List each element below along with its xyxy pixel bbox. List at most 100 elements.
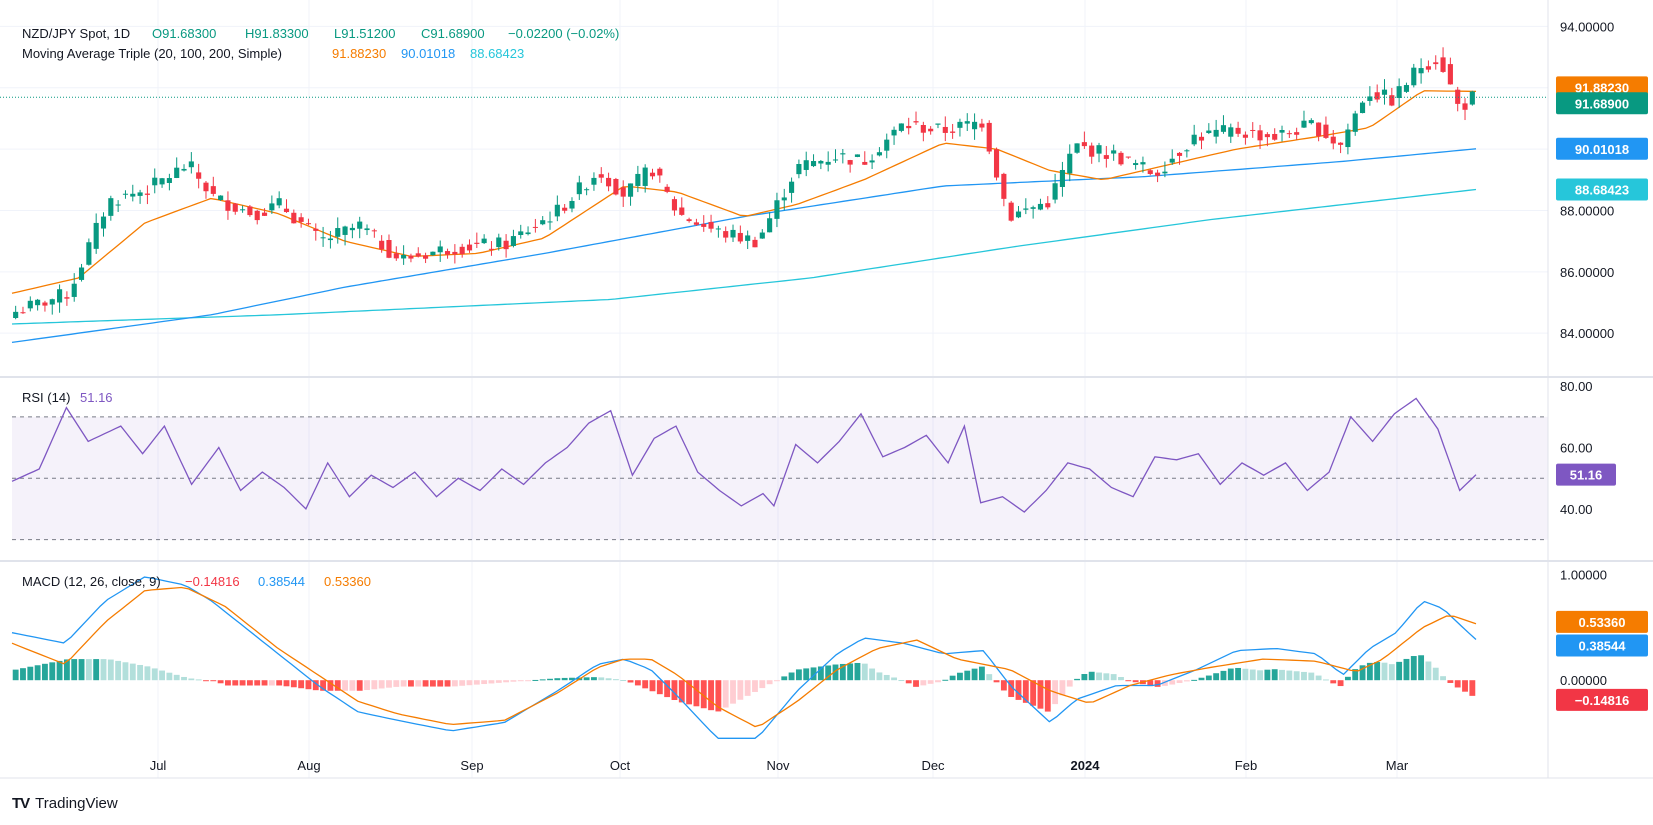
macd-hist-bar — [561, 677, 568, 681]
candle-body — [1074, 143, 1080, 153]
macd-hist-bar — [239, 680, 246, 686]
macd-hist-bar — [122, 662, 129, 681]
candle-body — [964, 121, 970, 124]
macd-hist-bar — [1337, 680, 1344, 687]
signal-path — [11, 586, 1477, 728]
candle-body — [1169, 158, 1175, 163]
candle-body — [430, 251, 436, 256]
macd-hist-bar — [1066, 680, 1073, 687]
rsi-legend[interactable]: RSI (14) 51.16 — [22, 390, 113, 405]
candle-body — [686, 219, 692, 222]
macd-hist-bar — [935, 680, 941, 683]
macd-hist-bar — [1169, 680, 1176, 685]
candle-body — [1176, 152, 1183, 156]
candle-body — [1242, 134, 1248, 138]
candle-body — [950, 131, 956, 133]
last-price-badge-text: 91.68900 — [1575, 96, 1629, 111]
candle-body — [20, 312, 26, 314]
candle-body — [884, 139, 890, 151]
time-tick-label: Sep — [460, 758, 483, 773]
candle-body — [1403, 85, 1410, 92]
macd-hist-bar — [71, 659, 78, 681]
macd-hist-bar — [1440, 676, 1446, 681]
macd-hist-bar — [803, 668, 810, 681]
macd-hist-bar — [1198, 677, 1205, 681]
macd-badge — [1556, 634, 1648, 657]
macd-legend[interactable]: MACD (12, 26, close, 9) −0.14816 0.38544… — [22, 574, 371, 589]
candle-body — [357, 221, 363, 229]
macd-hist-bar — [1432, 667, 1439, 681]
macd-hist-bar — [232, 680, 239, 686]
macd-hist-bar — [298, 680, 305, 689]
macd-hist-bar — [1110, 674, 1117, 681]
macd-hist-bar — [20, 668, 26, 681]
macd-hist-bar — [268, 680, 275, 686]
macd-hist-bar — [34, 665, 41, 681]
candle-body — [503, 240, 509, 250]
rsi-axis[interactable]: 40.00 60.00 80.00 — [1560, 379, 1593, 517]
macd-hist-bar — [261, 680, 268, 686]
candle-body — [1308, 120, 1314, 124]
macd-hist-bar — [1088, 671, 1095, 681]
candle-body — [35, 299, 41, 306]
macd-hist-bar — [1103, 673, 1110, 681]
candle-body — [759, 232, 765, 239]
macd-hist-bar — [839, 663, 846, 681]
macd-title[interactable]: MACD (12, 26, close, 9) — [22, 574, 161, 589]
macd-hist-bar — [627, 680, 634, 683]
macd-hist-bar — [759, 680, 766, 689]
macd-hist-bar — [686, 680, 693, 705]
candle-body — [635, 173, 641, 186]
candle-body — [913, 121, 919, 123]
macd-hist-bar — [1235, 667, 1242, 681]
candle-body — [108, 198, 114, 216]
macd-hist-bar — [620, 680, 627, 682]
macd-hist-bar — [246, 680, 253, 686]
macd-hist-bar — [942, 679, 949, 681]
chart-canvas[interactable]: 84.0000086.0000088.0000090.0000092.00000… — [0, 0, 1653, 790]
candle-body — [1469, 91, 1475, 105]
tradingview-brand[interactable]: TV TradingView — [12, 792, 118, 814]
macd-hist-bar — [795, 669, 802, 681]
candle-body — [701, 223, 707, 227]
candle-body — [576, 182, 582, 195]
macd-hist-bar — [642, 680, 649, 689]
candle-body — [1272, 133, 1278, 140]
macd-hist-bar — [1366, 662, 1373, 681]
macd-hist-bar — [290, 680, 297, 688]
macd-hist-bar — [517, 680, 524, 682]
macd-hist-bar — [473, 680, 480, 685]
candle-body — [415, 253, 421, 257]
symbol-title[interactable]: NZD/JPY Spot, 1D — [22, 26, 130, 41]
candle-body — [196, 172, 202, 179]
candle-body — [1447, 64, 1453, 85]
candle-body — [510, 236, 516, 246]
macd-hist-bar — [869, 668, 876, 681]
macd-pane[interactable] — [11, 576, 1477, 739]
rsi-pane[interactable] — [11, 397, 1548, 541]
candle-body — [532, 226, 538, 228]
time-axis[interactable]: Jul Aug Sep Oct Nov Dec 2024 Feb Mar — [150, 758, 1409, 773]
price-legend[interactable]: NZD/JPY Spot, 1D O91.68300 H91.83300 L91… — [22, 26, 619, 61]
candle-body — [825, 161, 831, 165]
macd-hist-bar — [1081, 674, 1088, 681]
macd-hist-bar — [173, 674, 180, 681]
rsi-title[interactable]: RSI (14) — [22, 390, 70, 405]
price-pane[interactable] — [0, 47, 1548, 344]
candle-body — [642, 167, 648, 186]
candle-body — [657, 168, 663, 176]
signal-badge-text: 0.53360 — [1579, 615, 1626, 630]
ohlc-open: O91.68300 — [152, 26, 216, 41]
ma-title[interactable]: Moving Average Triple (20, 100, 200, Sim… — [22, 46, 282, 61]
candle-body — [613, 178, 619, 195]
macd-hist-bar — [1425, 661, 1432, 681]
candle-body — [1389, 95, 1395, 106]
macd-hist-bar — [1454, 680, 1461, 688]
candle-body — [1125, 156, 1131, 158]
macd-hist-bar — [583, 677, 590, 681]
candle-body — [1059, 169, 1065, 187]
ma100-badge-text: 90.01018 — [1575, 142, 1629, 157]
candle-body — [935, 123, 941, 125]
macd-hist-bar — [181, 676, 187, 681]
